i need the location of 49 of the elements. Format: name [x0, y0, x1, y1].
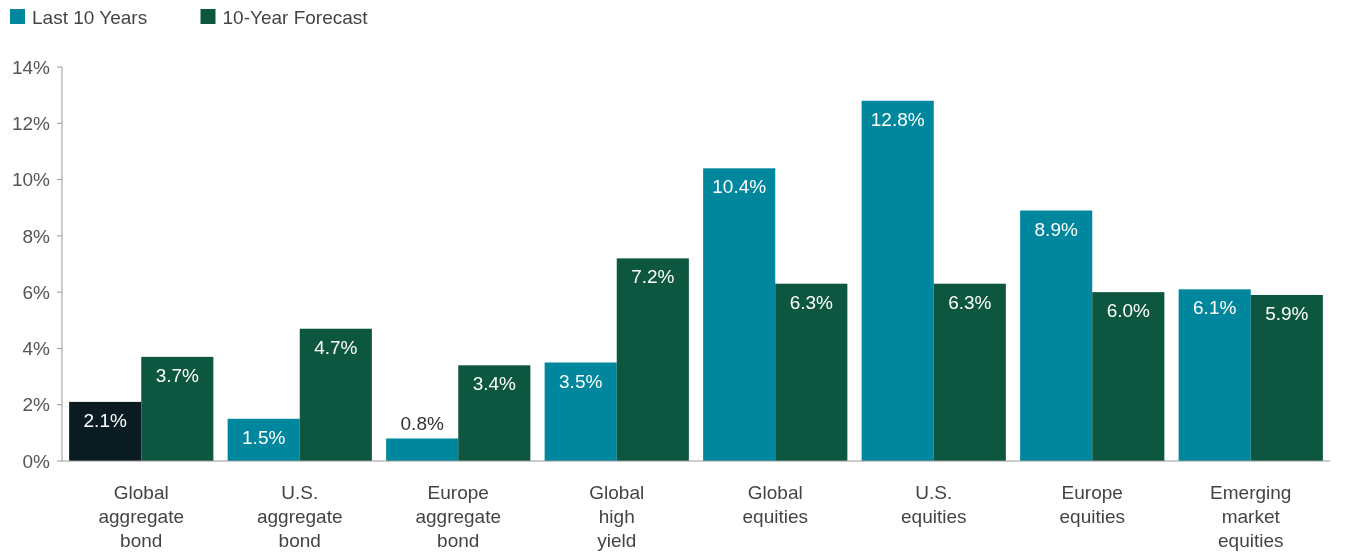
- bar: [141, 356, 214, 461]
- bar: [1092, 292, 1165, 461]
- bar: [1178, 289, 1251, 461]
- data-label: 0.8%: [400, 413, 444, 435]
- data-label: 6.3%: [948, 291, 992, 313]
- data-label: 3.7%: [155, 364, 200, 386]
- data-label: 7.2%: [631, 266, 675, 288]
- x-tick-label: Global high yield: [589, 482, 645, 551]
- y-tick-label: 0%: [22, 450, 51, 472]
- bar: [1020, 210, 1093, 461]
- bar: [69, 401, 142, 461]
- x-tick-label: Emerging market equities: [1210, 482, 1292, 551]
- y-tick-label: 6%: [22, 281, 51, 303]
- data-label: 10.4%: [712, 176, 767, 198]
- bar: [1250, 294, 1323, 461]
- bar: [386, 438, 459, 461]
- x-tick-label: U.S. aggregate bond: [256, 482, 343, 551]
- bar: [703, 168, 776, 461]
- y-tick-label: 14%: [11, 56, 51, 78]
- data-label: 6.0%: [1106, 300, 1151, 322]
- x-tick-label: Global aggregate bond: [98, 482, 185, 551]
- x-tick-label: Global equities: [742, 482, 808, 527]
- bar: [299, 328, 372, 461]
- data-label: 2.1%: [83, 409, 127, 431]
- data-label: 8.9%: [1034, 218, 1078, 240]
- data-label: 5.9%: [1265, 302, 1309, 324]
- data-label: 12.8%: [870, 108, 925, 130]
- data-label: 3.4%: [472, 373, 517, 395]
- bar: [458, 365, 531, 461]
- x-tick-label: Europe aggregate bond: [415, 482, 502, 551]
- x-tick-label: Europe equities: [1059, 482, 1125, 527]
- y-tick-label: 10%: [11, 169, 51, 191]
- bar: [616, 258, 689, 461]
- legend-label: 10-Year Forecast: [222, 6, 369, 28]
- bar: [861, 100, 934, 461]
- y-tick-label: 4%: [22, 338, 51, 360]
- data-label: 6.1%: [1193, 297, 1237, 319]
- data-label: 4.7%: [314, 336, 358, 358]
- legend-label: Last 10 Years: [32, 6, 148, 28]
- data-label: 1.5%: [242, 426, 286, 448]
- y-tick-label: 8%: [22, 225, 51, 247]
- data-label: 3.5%: [559, 370, 603, 392]
- y-tick-label: 2%: [22, 394, 51, 416]
- bar: [544, 362, 617, 461]
- bar: [933, 283, 1006, 461]
- bar: [775, 283, 848, 461]
- x-tick-label: U.S. equities: [901, 482, 967, 527]
- data-label: 6.3%: [789, 291, 834, 313]
- y-tick-label: 12%: [11, 112, 51, 134]
